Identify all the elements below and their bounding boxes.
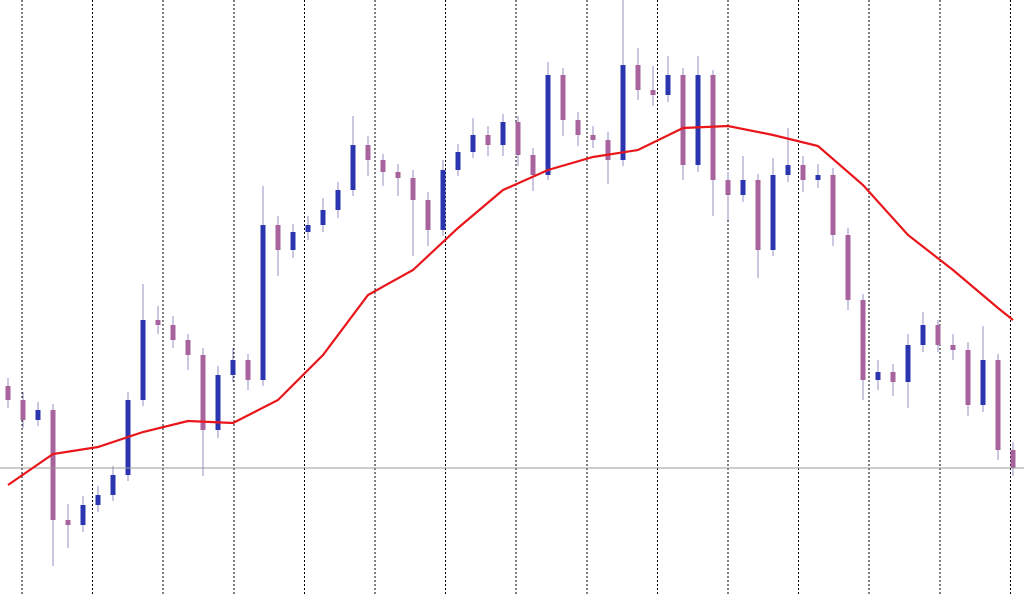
- candle-body: [1010, 450, 1016, 468]
- candle-body: [800, 165, 806, 180]
- candle-body: [515, 122, 521, 155]
- candle-body: [695, 75, 701, 165]
- candle-body: [395, 172, 401, 178]
- candle-body: [620, 65, 626, 160]
- candle-body: [950, 345, 956, 350]
- candle-body: [530, 155, 536, 175]
- candle-body: [560, 75, 566, 120]
- moving-average: [7, 124, 1014, 486]
- candle-body: [260, 225, 266, 380]
- candle-body: [185, 340, 191, 355]
- candle-body: [770, 175, 776, 250]
- candle-body: [740, 180, 746, 195]
- candle-body: [35, 410, 41, 420]
- candle-body: [140, 320, 146, 400]
- candle-body: [155, 320, 161, 325]
- candle-body: [500, 122, 506, 145]
- candle-body: [725, 180, 731, 195]
- candle-body: [485, 135, 491, 145]
- candle-body: [545, 75, 551, 175]
- candle-body: [410, 178, 416, 200]
- candle-body: [170, 325, 176, 340]
- candle-body: [830, 175, 836, 235]
- candle-body: [80, 505, 86, 525]
- candle-body: [350, 145, 356, 190]
- candle-body: [425, 200, 431, 230]
- candle-body: [110, 475, 116, 495]
- candle-body: [95, 495, 101, 505]
- candle-body: [320, 210, 326, 225]
- candle-body: [200, 355, 206, 430]
- candle-body: [365, 145, 371, 160]
- candle-body: [50, 410, 56, 520]
- candle-body: [230, 360, 236, 375]
- candle-body: [995, 360, 1001, 450]
- candle-body: [785, 165, 791, 175]
- candle-body: [650, 90, 656, 95]
- candle-body: [20, 400, 26, 420]
- candle-body: [305, 225, 311, 232]
- candle-body: [470, 135, 476, 152]
- candle-body: [665, 75, 671, 95]
- candle-body: [605, 140, 611, 160]
- candle-body: [890, 372, 896, 382]
- candle-body: [920, 325, 926, 345]
- candle-body: [380, 160, 386, 172]
- candle-body: [680, 75, 686, 165]
- candle-body: [635, 65, 641, 90]
- candle-body: [5, 386, 11, 400]
- candle-body: [290, 232, 296, 250]
- candle-body: [875, 372, 881, 380]
- candle-body: [935, 325, 941, 345]
- candle-body: [215, 375, 221, 430]
- candle-body: [440, 170, 446, 230]
- candle-body: [575, 120, 581, 135]
- candle-body: [275, 225, 281, 250]
- candle-body: [755, 180, 761, 250]
- candle-body: [905, 345, 911, 382]
- candle-body: [980, 360, 986, 405]
- candle-body: [65, 520, 71, 525]
- candle-body: [845, 235, 851, 300]
- candle-body: [815, 175, 821, 180]
- candle-body: [245, 360, 251, 380]
- candle-body: [590, 135, 596, 140]
- candle-body: [455, 152, 461, 170]
- candle-body: [335, 190, 341, 210]
- candle-body: [860, 300, 866, 380]
- candle-body: [965, 350, 971, 405]
